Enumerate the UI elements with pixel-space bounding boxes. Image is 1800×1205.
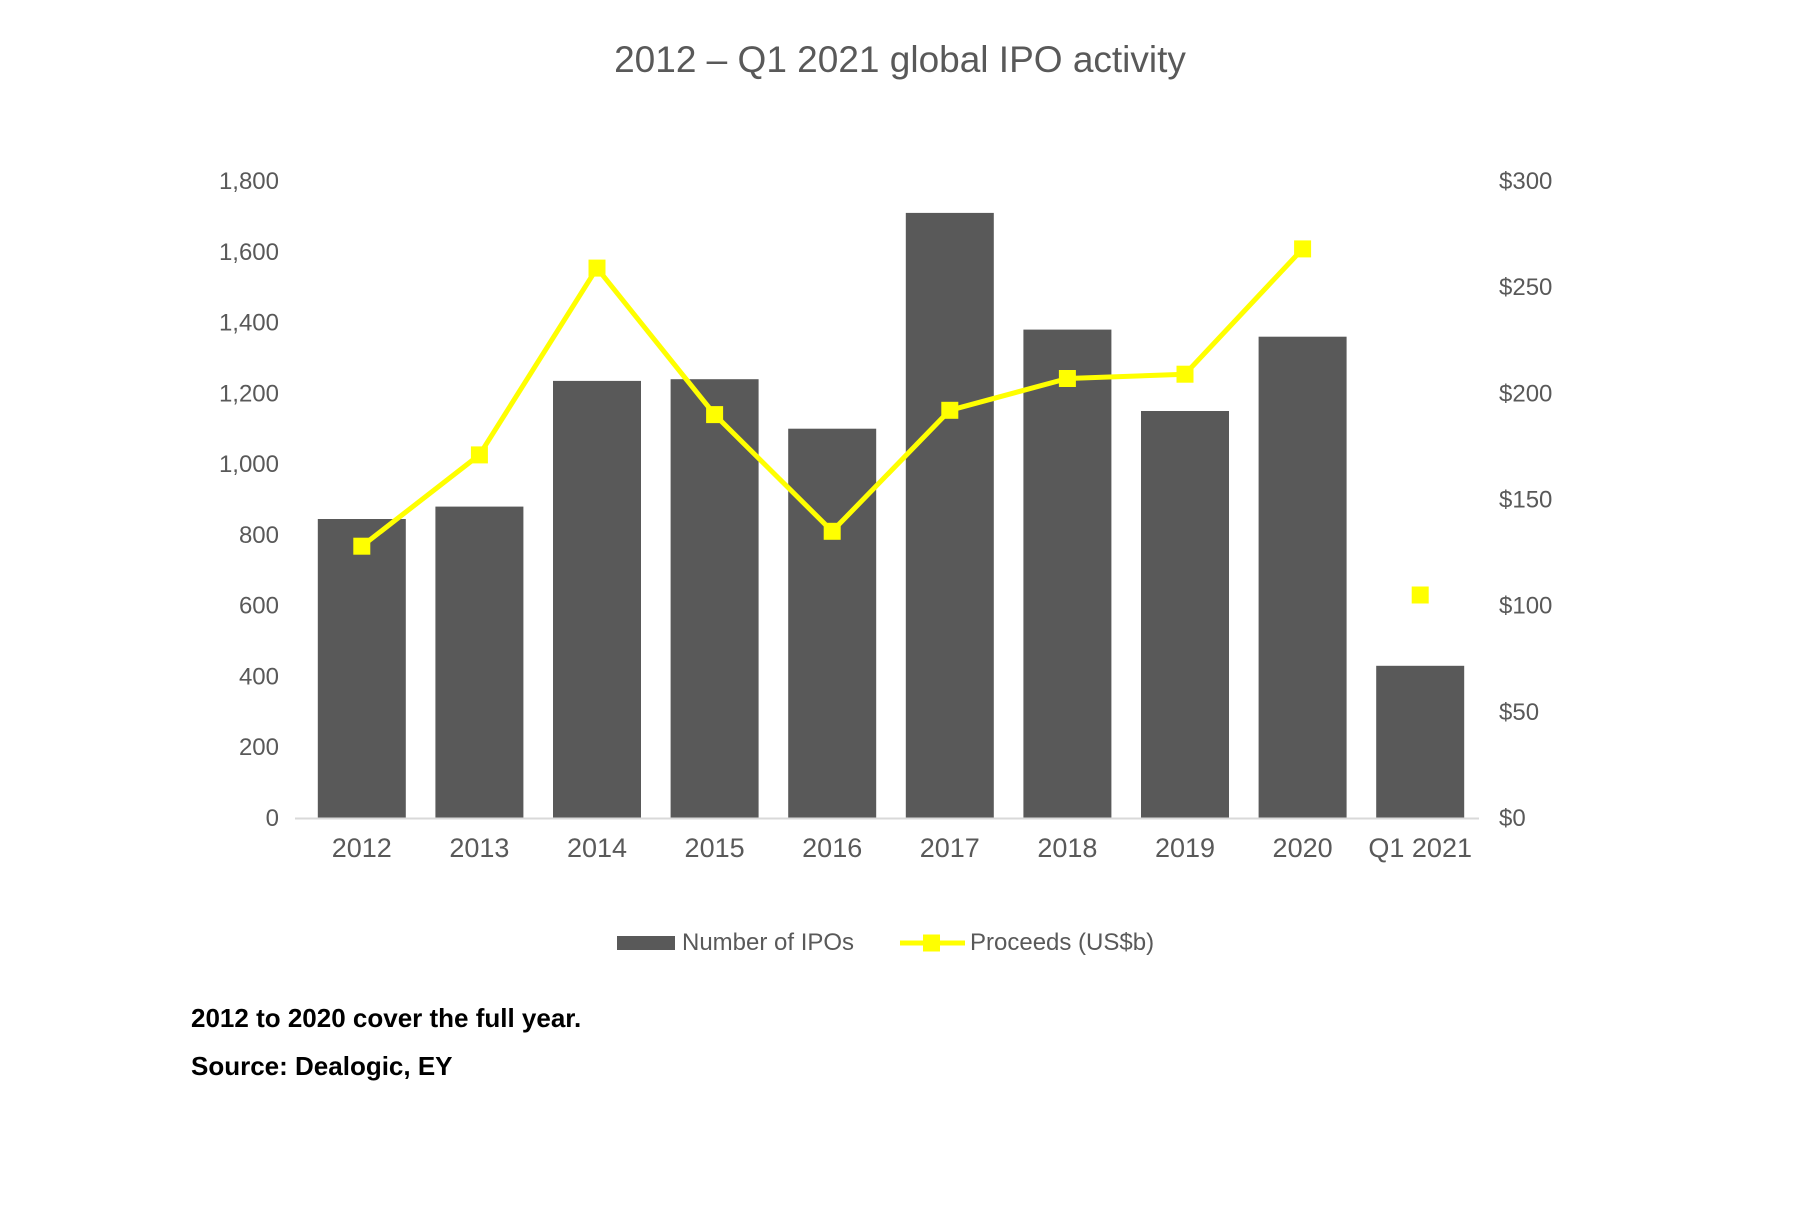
proceeds-marker-2020: [1294, 240, 1312, 258]
bar-2012: [317, 519, 406, 818]
source-note: Source: Dealogic, EY: [191, 1051, 453, 1081]
x-tick-label: 2014: [567, 833, 627, 863]
legend: Number of IPOs Proceeds (US$b): [617, 929, 1154, 956]
right-tick-label: $200: [1499, 380, 1552, 407]
x-tick-label: 2013: [449, 833, 509, 863]
proceeds-marker-2016: [823, 522, 841, 540]
left-tick-label: 800: [239, 522, 279, 549]
legend-label-proceeds: Proceeds (US$b): [970, 929, 1154, 956]
right-tick-label: $300: [1499, 168, 1552, 195]
proceeds-marker-2018: [1058, 370, 1076, 387]
proceeds-marker-2012: [353, 537, 371, 555]
right-tick-label: $0: [1499, 805, 1526, 832]
x-axis-ticks: 2012 2013 2014 2015 2016 2017 2018 2019 2020 Q1 2…: [332, 833, 1472, 863]
coverage-note: 2012 to 2020 cover the full year.: [191, 1003, 582, 1033]
right-tick-label: $250: [1499, 274, 1552, 301]
x-tick-label: 2012: [332, 833, 392, 863]
bar-2020: [1258, 336, 1347, 818]
bar-2019: [1141, 411, 1229, 818]
left-tick-label: 400: [239, 663, 279, 690]
right-tick-label: $150: [1499, 487, 1552, 514]
left-tick-label: 200: [239, 734, 279, 761]
proceeds-marker-2017: [941, 401, 959, 419]
proceeds-marker-2015: [706, 406, 724, 424]
bar-2018: [1023, 329, 1112, 818]
x-tick-label: Q1 2021: [1368, 833, 1472, 863]
proceeds-marker-q1-2021: [1411, 586, 1429, 604]
left-tick-label: 1,600: [219, 239, 279, 266]
right-tick-label: $100: [1499, 593, 1552, 620]
legend-label-ipos: Number of IPOs: [682, 929, 854, 956]
left-tick-label: 600: [239, 593, 279, 620]
chart-title: 2012 – Q1 2021 global IPO activity: [614, 39, 1186, 80]
proceeds-line-layer: [353, 240, 1429, 604]
x-tick-label: 2015: [685, 833, 745, 863]
left-tick-label: 1,200: [219, 380, 279, 407]
left-tick-label: 0: [266, 805, 279, 832]
left-tick-label: 1,400: [219, 310, 279, 337]
bar-q1-2021: [1376, 665, 1465, 818]
x-tick-label: 2016: [802, 833, 862, 863]
legend-bar-swatch: [617, 936, 675, 950]
right-tick-label: $50: [1499, 699, 1539, 726]
bar-2014: [553, 380, 641, 818]
legend-marker-swatch: [923, 934, 940, 952]
proceeds-marker-2014: [588, 259, 606, 277]
left-tick-label: 1,000: [219, 451, 279, 478]
left-axis-ticks: 0 200 400 600 800 1,000 1,200 1,400 1,600 1,800: [219, 168, 279, 832]
x-tick-label: 2017: [920, 833, 980, 863]
bar-2015: [670, 379, 759, 818]
bar-2016: [788, 428, 877, 818]
x-tick-label: 2019: [1155, 833, 1215, 863]
bar-2017: [905, 212, 994, 818]
left-tick-label: 1,800: [219, 168, 279, 195]
bar-2013: [435, 506, 524, 818]
right-axis-ticks: $0 $50 $100 $150 $200 $250 $300: [1499, 168, 1552, 832]
x-tick-label: 2018: [1037, 833, 1097, 863]
proceeds-marker-2013: [470, 446, 488, 464]
proceeds-marker-2019: [1176, 365, 1194, 383]
bars-layer: [317, 212, 1465, 818]
x-tick-label: 2020: [1273, 833, 1333, 863]
